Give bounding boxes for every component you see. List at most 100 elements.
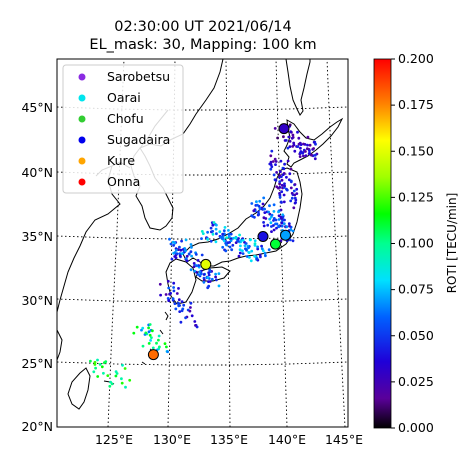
map-frame (56, 58, 349, 428)
roti-point (293, 193, 297, 197)
roti-point (147, 342, 151, 345)
roti-point (168, 237, 171, 241)
roti-point (106, 374, 110, 377)
roti-point (184, 238, 188, 242)
roti-point (225, 236, 229, 240)
station-marker-kure (200, 258, 212, 270)
roti-point (209, 226, 213, 230)
roti-point (179, 320, 183, 324)
roti-point (283, 182, 286, 186)
roti-point (124, 385, 127, 389)
roti-point (286, 146, 290, 150)
roti-point (148, 323, 152, 326)
roti-point (226, 241, 230, 245)
roti-point (312, 147, 315, 150)
roti-point (275, 226, 278, 230)
roti-point (282, 200, 286, 204)
roti-point (274, 163, 277, 167)
legend-label-chofu: Chofu (107, 111, 144, 126)
roti-point (224, 242, 228, 245)
roti-point (241, 252, 245, 256)
roti-point (174, 256, 178, 260)
roti-point (172, 289, 176, 293)
roti-point (214, 227, 218, 231)
roti-point (304, 154, 308, 158)
roti-point (277, 218, 281, 221)
roti-point (258, 199, 262, 203)
roti-point (172, 286, 176, 289)
roti-point (148, 333, 152, 337)
colorbar-tick-label: 0.125 (398, 189, 434, 204)
roti-point (234, 236, 238, 240)
roti-point (281, 173, 285, 177)
roti-point (208, 268, 212, 272)
roti-point (181, 248, 185, 251)
lat-tick-45: 45°N (21, 100, 53, 115)
roti-point (93, 363, 97, 366)
lat-tick-25: 25°N (21, 356, 53, 371)
roti-point (192, 262, 196, 265)
roti-point (313, 157, 317, 161)
roti-point (292, 206, 296, 210)
roti-point (184, 249, 187, 253)
roti-point (164, 293, 168, 296)
roti-point (283, 218, 286, 222)
roti-point (206, 238, 210, 241)
roti-point (193, 320, 197, 323)
roti-point (190, 314, 194, 318)
roti-point (173, 302, 177, 305)
roti-point (258, 207, 262, 211)
roti-point (123, 367, 127, 370)
roti-point (202, 280, 206, 284)
station-marker-onna (147, 349, 159, 361)
roti-point (278, 195, 282, 199)
roti-point (302, 154, 305, 158)
roti-point (207, 273, 211, 277)
roti-point (270, 149, 274, 153)
roti-point (302, 142, 305, 146)
roti-point (214, 275, 218, 279)
roti-point (278, 182, 281, 186)
roti-point (166, 350, 170, 354)
roti-point (289, 167, 293, 171)
roti-point (169, 291, 173, 295)
roti-point (306, 135, 310, 139)
roti-point (238, 248, 242, 252)
lat-tick-labels: 20°N 25°N 30°N 35°N 40°N 45°N (21, 100, 53, 434)
roti-point (104, 360, 108, 363)
roti-point (269, 154, 273, 158)
title-line-2: EL_mask: 30, Mapping: 100 km (89, 37, 316, 53)
roti-point (283, 139, 287, 142)
roti-point (260, 247, 264, 251)
roti-point (165, 345, 168, 349)
station-marker-chofu (270, 238, 281, 250)
roti-point (298, 155, 302, 159)
roti-point (278, 180, 282, 184)
roti-point (248, 256, 251, 259)
lon-tick-135: 135°E (210, 432, 248, 447)
roti-point (268, 204, 271, 208)
lon-tick-140: 140°E (268, 432, 306, 447)
roti-point (279, 170, 282, 174)
roti-point (270, 225, 273, 228)
roti-point (295, 187, 299, 191)
legend-item-sugadaira: Sugadaira (78, 132, 170, 147)
legend-item-chofu: Chofu (78, 111, 144, 126)
roti-point (250, 249, 254, 253)
roti-point (200, 237, 203, 241)
roti-point (286, 159, 290, 163)
roti-point (190, 254, 194, 258)
roti-point (291, 133, 295, 137)
colorbar-tick-label: 0.100 (398, 236, 434, 251)
roti-point (215, 223, 218, 227)
roti-point (285, 225, 289, 229)
roti-point (272, 173, 276, 177)
roti-point (288, 224, 291, 228)
roti-point (241, 249, 244, 253)
roti-point (180, 252, 184, 256)
roti-point (175, 252, 179, 256)
roti-point (267, 210, 270, 214)
roti-point (279, 159, 283, 163)
roti-point (200, 253, 204, 257)
